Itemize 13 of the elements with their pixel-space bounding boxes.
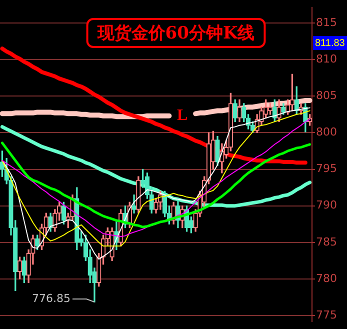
y-tick-label: 785 [316,235,337,248]
y-tick-label: 815 [316,16,337,29]
y-tick-label: 790 [316,198,337,212]
y-tick-label: 795 [316,162,337,176]
text: 811.83 [315,38,346,49]
annotation: 776.85 [32,292,70,305]
y-tick-label: 775 [316,308,337,322]
y-tick-label: 810 [316,52,337,66]
y-tick-label: 780 [316,272,337,285]
text: 现货金价60分钟K线 [96,23,255,44]
y-tick-label: 800 [316,126,337,139]
series-label: L [177,106,188,124]
y-tick-label: 805 [316,88,337,102]
